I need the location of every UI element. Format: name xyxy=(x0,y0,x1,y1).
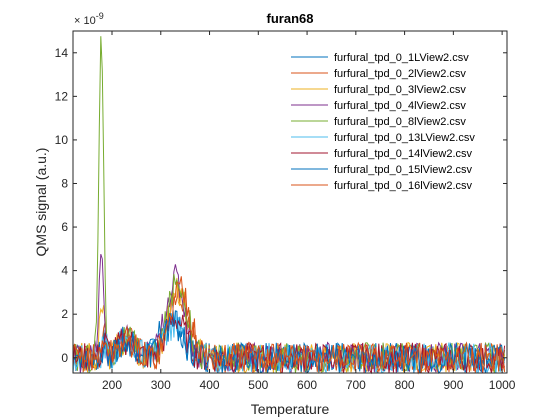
y-axis-exponent: × 10-9 xyxy=(74,11,104,27)
y-axis-exponent-power: -9 xyxy=(96,11,104,21)
axes-box xyxy=(72,30,508,374)
legend-entry: furfural_tpd_0_8lView2.csv xyxy=(334,116,466,128)
y-axis-ticks: 0 2 4 6 8 10 12 14 xyxy=(55,46,507,365)
legend-entry: furfural_tpd_0_14lView2.csv xyxy=(334,148,472,160)
y-tick-label: 6 xyxy=(61,220,68,234)
y-tick-label: 0 xyxy=(61,351,68,365)
x-axis-label: Temperature xyxy=(251,401,330,417)
x-tick-label: 700 xyxy=(346,378,366,392)
y-axis-label: QMS signal (a.u.) xyxy=(33,148,49,257)
legend-entry: furfural_tpd_0_1LView2.csv xyxy=(334,52,469,64)
x-tick-label: 800 xyxy=(395,378,415,392)
x-axis-ticks: 200 300 400 500 600 700 800 900 1000 xyxy=(102,31,516,392)
y-tick-label: 4 xyxy=(61,264,68,278)
x-tick-label: 300 xyxy=(151,378,171,392)
legend-entry: furfural_tpd_0_16lView2.csv xyxy=(334,180,472,192)
legend-entry: furfural_tpd_0_2lView2.csv xyxy=(334,68,466,80)
y-axis-exponent-base: × 10 xyxy=(74,15,96,27)
x-tick-label: 900 xyxy=(443,378,463,392)
chart-title: furan68 xyxy=(267,11,314,26)
y-tick-label: 10 xyxy=(55,133,69,147)
x-tick-label: 200 xyxy=(102,378,122,392)
series-lines xyxy=(72,36,506,375)
legend: furfural_tpd_0_1LView2.csv furfural_tpd_0… xyxy=(291,52,475,192)
x-tick-label: 500 xyxy=(248,378,268,392)
legend-entry: furfural_tpd_0_13LView2.csv xyxy=(334,132,475,144)
y-tick-label: 12 xyxy=(55,89,69,103)
y-tick-label: 8 xyxy=(61,176,68,190)
legend-entry: furfural_tpd_0_4lView2.csv xyxy=(334,100,466,112)
series-line xyxy=(72,276,506,374)
legend-entry: furfural_tpd_0_3lView2.csv xyxy=(334,84,466,96)
legend-entry: furfural_tpd_0_15lView2.csv xyxy=(334,164,472,176)
y-tick-label: 14 xyxy=(55,46,69,60)
x-tick-label: 1000 xyxy=(489,378,516,392)
y-tick-label: 2 xyxy=(61,307,68,321)
x-tick-label: 400 xyxy=(200,378,220,392)
x-tick-label: 600 xyxy=(297,378,317,392)
